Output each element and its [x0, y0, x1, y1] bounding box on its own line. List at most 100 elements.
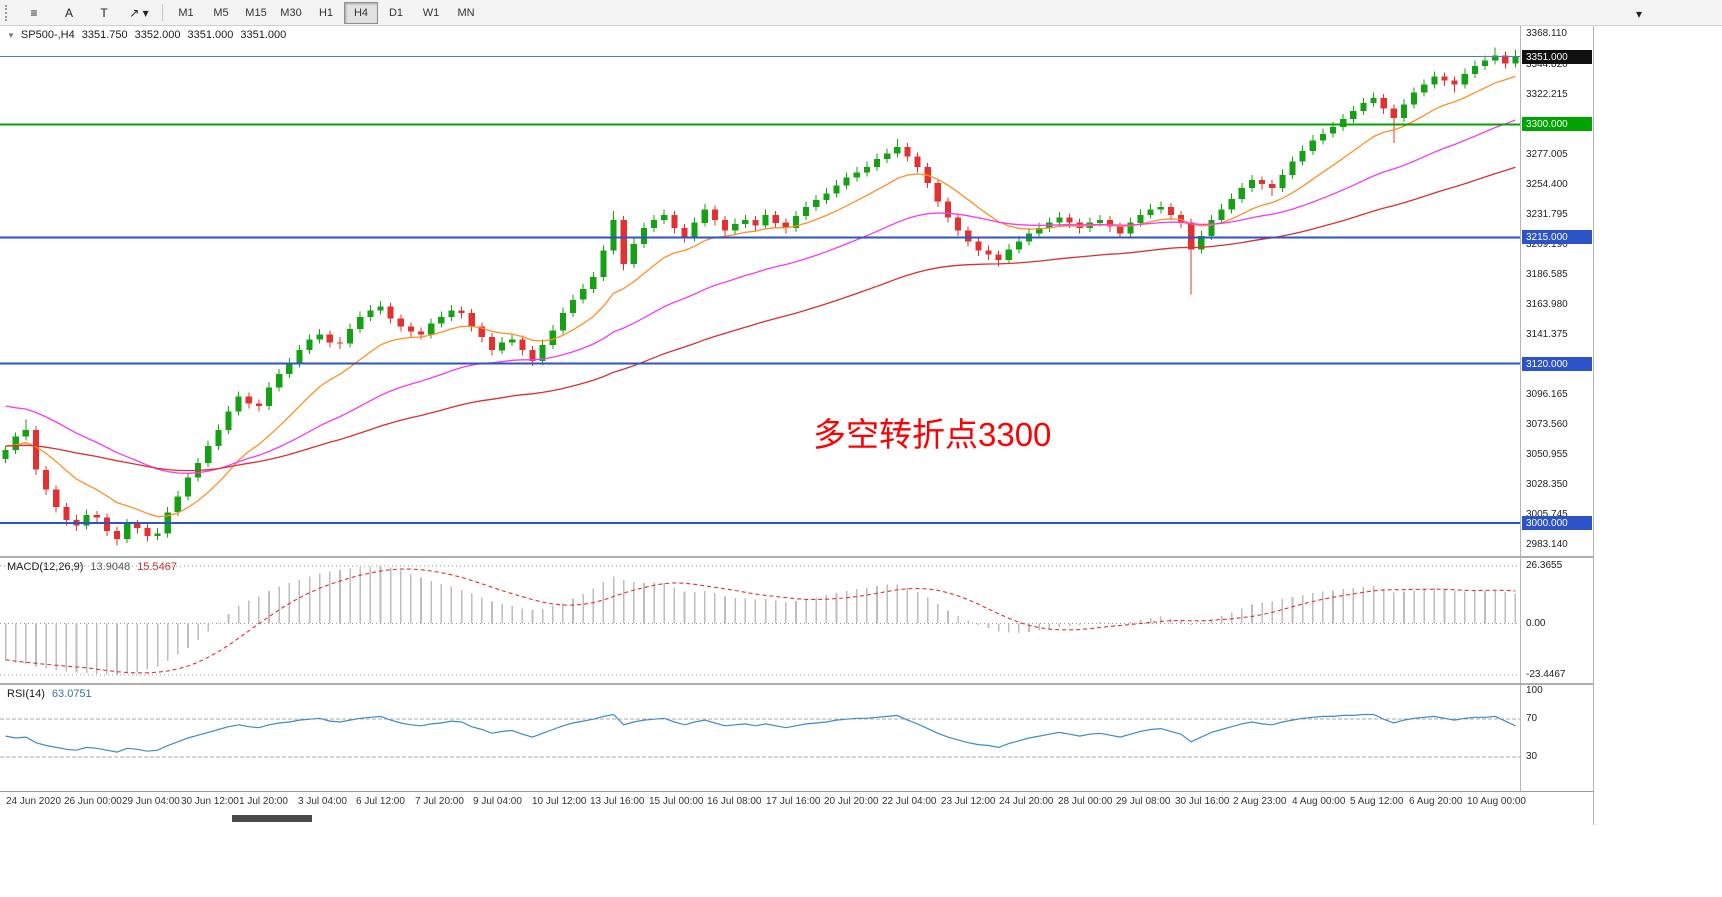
candle-body — [225, 411, 232, 430]
annotate-a-icon[interactable]: A — [64, 5, 73, 20]
candle-body — [792, 216, 800, 229]
candle-body — [478, 326, 485, 337]
candle-body — [519, 339, 526, 351]
candle-body — [1481, 60, 1489, 66]
macd-title: MACD(12,26,9) 13.9048 15.5467 — [7, 561, 177, 573]
timeframe-m5-button[interactable]: M5 — [213, 6, 229, 19]
candle-body — [357, 317, 364, 329]
chart-annotation-text[interactable]: 多空转折点3300 — [813, 416, 1052, 453]
time-axis-label: 6 Jul 12:00 — [356, 796, 405, 807]
time-axis-label: 7 Jul 20:00 — [415, 796, 464, 807]
panel-splitter-macd[interactable] — [0, 556, 1593, 558]
macd-axis[interactable]: 26.3655 0.00 -23.4467 — [1520, 558, 1593, 683]
candle-body — [1066, 217, 1073, 223]
candle-body — [276, 374, 283, 388]
time-axis-label: 20 Jul 20:00 — [824, 796, 879, 807]
candle-body — [590, 277, 597, 290]
candle-body — [1441, 76, 1448, 81]
price-plot[interactable] — [0, 26, 1520, 556]
time-axis-label: 30 Jul 16:00 — [1175, 796, 1230, 807]
timeframe-w1-button[interactable]: W1 — [422, 6, 440, 19]
candle-body — [752, 220, 759, 226]
candle-body — [1461, 74, 1468, 85]
time-axis[interactable]: 24 Jun 2020 26 Jun 00:00 29 Jun 04:00 30 Ju… — [0, 791, 1593, 814]
rsi-value: 63.0751 — [51, 688, 92, 700]
price-axis[interactable]: 3368.1103344.8203322.2153299.6103277.005… — [1520, 26, 1593, 556]
text-tool-icon[interactable]: T — [100, 5, 108, 20]
candle-body — [1319, 133, 1326, 141]
candle-body — [732, 224, 739, 231]
price-panel[interactable]: ▼ SP500-,H4 3351.750 3352.000 3351.000 3… — [0, 26, 1593, 556]
candle-body — [1370, 97, 1377, 104]
rsi-axis[interactable]: 100 70 30 — [1520, 685, 1593, 791]
candle-body — [83, 514, 90, 526]
time-axis-label: 29 Jul 08:00 — [1116, 796, 1171, 807]
candle-body — [1188, 222, 1195, 250]
candle-body — [1147, 209, 1154, 215]
candle-body — [549, 330, 556, 345]
candle-body — [397, 318, 404, 327]
candle-body — [1492, 55, 1499, 61]
candle-body — [843, 177, 850, 186]
one-click-collapse-icon[interactable]: ▼ — [7, 30, 15, 40]
horizontal-scrollbar[interactable] — [0, 813, 1593, 825]
time-axis-label: 15 Jul 00:00 — [649, 796, 704, 807]
candle-body — [124, 524, 131, 539]
timeframe-h1-button[interactable]: H1 — [318, 6, 334, 19]
panel-splitter-rsi[interactable] — [0, 683, 1593, 685]
time-axis-label: 23 Jul 12:00 — [941, 796, 996, 807]
timeframe-m30-button[interactable]: M30 — [280, 6, 302, 19]
candle-body — [1167, 206, 1174, 215]
candle-body — [215, 429, 222, 446]
candle-body — [620, 220, 627, 264]
candle-body — [387, 306, 394, 319]
time-axis-label: 29 Jun 04:00 — [122, 796, 180, 807]
price-tag: 3000.000 — [1522, 516, 1592, 530]
candle-body — [2, 449, 9, 460]
bar-close-value: 3351.000 — [240, 29, 287, 41]
candle-body — [336, 342, 344, 344]
price-axis-label: 3050.955 — [1526, 449, 1568, 460]
candle-body — [1329, 127, 1337, 134]
line-studies-icon[interactable]: ↗ ▾ — [129, 5, 149, 20]
timeframe-m15-button[interactable]: M15 — [245, 6, 267, 19]
timeframe-d1-button[interactable]: D1 — [388, 6, 404, 19]
toolbar-more-icon[interactable]: ▾ — [1635, 7, 1643, 21]
candle-body — [53, 489, 60, 507]
chart-list-icon[interactable]: ≡ — [30, 5, 38, 20]
candle-body — [721, 220, 729, 231]
candle-body — [265, 387, 273, 406]
time-axis-label: 3 Jul 04:00 — [298, 796, 347, 807]
rsi-plot[interactable] — [0, 685, 1520, 791]
price-axis-label: 2983.140 — [1526, 539, 1568, 550]
candle-body — [630, 244, 637, 264]
candle-body — [428, 323, 435, 335]
candle-body — [458, 310, 465, 314]
price-axis-label: 3322.215 — [1526, 89, 1568, 100]
ma-mid-magenta — [5, 119, 1516, 474]
candle-body — [671, 214, 678, 229]
candle-body — [1309, 140, 1316, 151]
candle-body — [1198, 236, 1205, 250]
candle-body — [417, 331, 425, 335]
candle-body — [144, 528, 151, 537]
candle-body — [245, 396, 252, 404]
timeframe-h4-button[interactable]: H4 — [344, 1, 378, 24]
candle-body — [63, 506, 70, 521]
macd-plot[interactable] — [0, 558, 1520, 683]
scrollbar-thumb[interactable] — [232, 815, 312, 822]
macd-panel[interactable]: MACD(12,26,9) 13.9048 15.5467 26.3655 0.0… — [0, 558, 1593, 683]
candle-body — [367, 310, 374, 317]
macd-axis-label: 0.00 — [1526, 618, 1546, 629]
candle-body — [235, 396, 242, 412]
toolbar-grip[interactable] — [5, 4, 11, 21]
rsi-axis-label: 70 — [1526, 713, 1538, 724]
timeframe-mn-button[interactable]: MN — [457, 6, 475, 19]
timeframe-m1-button[interactable]: M1 — [178, 6, 194, 19]
time-axis-label: 13 Jul 16:00 — [590, 796, 645, 807]
candle-body — [1289, 161, 1296, 175]
price-axis-label: 3344.820 — [1526, 59, 1568, 70]
candle-body — [782, 222, 789, 228]
price-axis-label: 3141.375 — [1526, 329, 1568, 340]
rsi-panel[interactable]: RSI(14) 63.0751 100 70 30 — [0, 685, 1593, 791]
